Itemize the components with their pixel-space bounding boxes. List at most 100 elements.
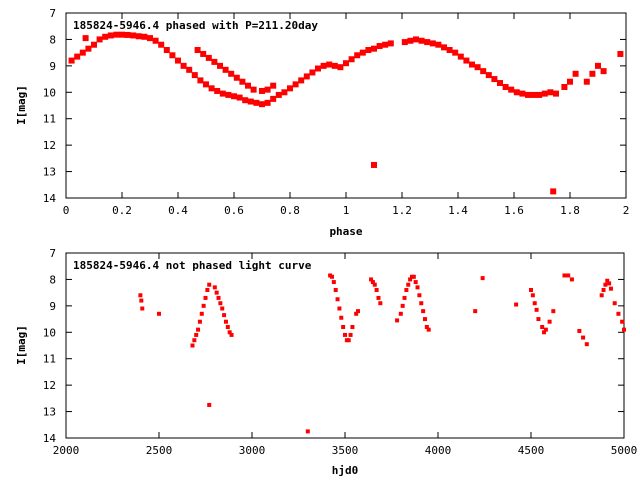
data-point [418,37,425,44]
y-tick-label: 12 [43,139,56,152]
data-point [502,84,509,90]
data-point [208,85,215,92]
data-point [107,32,114,39]
data-point [562,273,567,278]
data-point [601,288,606,292]
data-point [275,91,282,98]
data-point [603,282,608,287]
data-point [382,41,389,48]
x-tick-label: 0.6 [224,204,244,217]
data-point [239,78,246,85]
x-axis-ticks: 2000 2500 3000 3500 4000 4500 5000 [53,253,638,457]
data-point [519,90,526,97]
data-point [572,70,579,77]
data-point [233,74,240,81]
data-point [315,65,321,72]
data-point [408,277,413,282]
x-tick-label: 2 [623,204,630,217]
data-point [497,80,503,87]
data-point [220,306,225,311]
data-point [567,78,573,85]
data-point [197,77,204,84]
data-point [207,402,212,407]
y-tick-label: 13 [43,406,56,419]
data-point [91,41,97,48]
x-axis-label: phase [329,225,362,238]
data-point [577,328,582,333]
data-point [222,66,229,73]
data-point [356,309,361,314]
data-point [599,293,604,298]
data-point [102,33,109,40]
data-point [370,280,375,285]
data-point [242,97,249,104]
data-point [270,95,277,102]
data-point [281,89,288,96]
data-point [595,62,601,69]
data-point [540,325,545,329]
y-tick-label: 9 [49,300,56,313]
data-point [259,87,265,94]
data-point [339,315,344,320]
data-point [222,313,227,318]
data-point [435,41,442,48]
y-tick-label: 7 [49,7,56,20]
data-point [320,62,327,69]
data-point [214,87,221,94]
x-tick-label: 5000 [611,444,638,457]
data-point [547,89,554,96]
data-point [402,295,407,300]
data-point [169,52,176,59]
data-point [200,50,207,57]
data-point [550,188,557,195]
data-point [203,81,209,88]
data-point [82,35,89,42]
data-point [201,303,206,308]
data-point [404,288,409,292]
data-point [424,325,429,329]
data-point [192,338,197,343]
data-point [147,35,153,42]
data-point [158,41,165,48]
data-point [331,280,336,285]
data-point [270,82,277,89]
data-point [85,45,92,52]
data-point [197,319,202,324]
x-tick-label: 1 [343,204,350,217]
data-point [130,32,137,39]
data-point [608,286,613,291]
data-point [457,53,464,60]
data-point [287,85,293,92]
data-point [417,293,422,298]
chart-title: 185824-5946.4 phased with P=211.20day [73,19,318,32]
data-point [525,91,531,98]
data-point [566,273,571,278]
data-point [376,43,383,50]
data-point [424,39,431,46]
data-point [331,62,338,69]
x-tick-label: 1.8 [560,204,580,217]
y-axis-ticks: 7 8 9 10 11 12 13 14 [43,7,626,205]
data-point [157,311,161,316]
data-point [350,325,355,329]
data-point [513,89,520,96]
data-point [411,274,416,279]
data-point [474,64,481,71]
data-point [259,101,265,108]
data-point [124,31,131,38]
data-point [421,309,426,314]
data-point [196,327,201,332]
y-axis-ticks: 7 8 9 10 11 12 13 14 [43,247,624,445]
y-tick-label: 12 [43,379,56,392]
data-point [194,332,199,337]
data-point [346,338,351,343]
data-point [140,306,145,311]
data-point [446,47,453,53]
data-point [532,301,537,306]
data-point [96,36,103,43]
data-point [607,281,612,286]
data-point [359,49,366,56]
data-point [163,47,170,53]
x-axis-label: hjd0 [332,464,359,477]
